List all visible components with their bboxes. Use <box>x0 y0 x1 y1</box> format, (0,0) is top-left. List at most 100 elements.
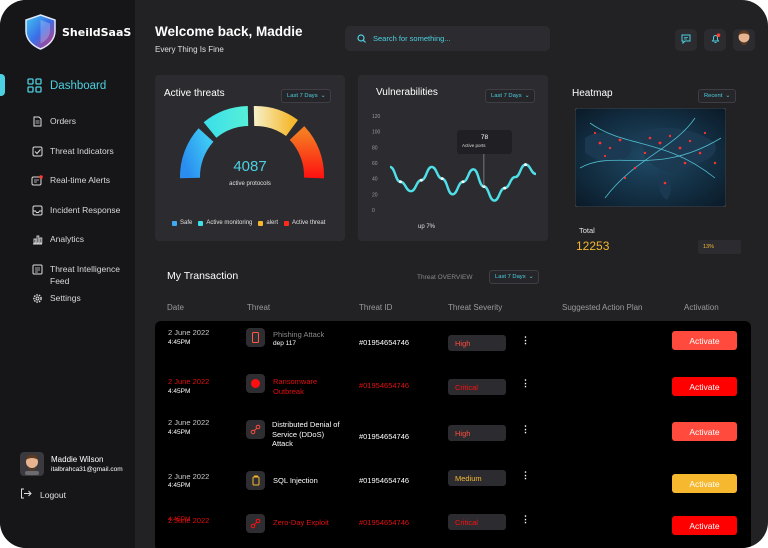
legend-item-active-monitoring: Active monitoring <box>198 220 252 226</box>
sidebar-item-settings[interactable]: Settings <box>31 292 81 304</box>
profile-avatar-button[interactable] <box>733 29 755 51</box>
data-point <box>524 163 528 167</box>
sidebar-item-real-time-alerts[interactable]: Real-time Alerts <box>31 174 110 186</box>
row-menu-icon[interactable]: ⋮ <box>521 514 530 524</box>
user-profile[interactable]: Maddie Wilson italbrahca31@gmail.com <box>20 452 123 476</box>
column-header-threat-id: Threat ID <box>359 303 393 312</box>
row-menu-icon[interactable]: ⋮ <box>521 378 530 388</box>
activate-button[interactable]: Activate <box>672 331 737 350</box>
chevron-down-icon: ⌄ <box>528 274 534 280</box>
row-menu-icon[interactable]: ⋮ <box>521 335 530 345</box>
active-threats-range-dropdown[interactable]: Last 7 Days ⌄ <box>281 89 332 103</box>
transactions-title: My Transaction <box>167 270 239 282</box>
logout-button[interactable]: Logout <box>20 488 66 501</box>
severity-badge: Critical <box>448 514 506 530</box>
avatar <box>20 452 44 476</box>
gauge-segment-alert <box>253 106 298 137</box>
search-input[interactable] <box>373 34 543 43</box>
sidebar-item-threat-indicators[interactable]: Threat Indicators <box>31 145 114 157</box>
user-email: italbrahca31@gmail.com <box>51 466 123 473</box>
row-date: 2 June 2022 <box>168 377 210 386</box>
row-time: 4:45PM <box>168 339 191 346</box>
severity-badge: High <box>448 425 506 441</box>
heatmap-title: Heatmap <box>572 88 613 99</box>
gauge-segment-monitoring <box>203 106 249 139</box>
sidebar: SheildSaaS Dashboard Orders Threat Indic… <box>0 0 135 548</box>
row-date: 2 June 2022 <box>168 418 210 427</box>
data-point <box>503 186 507 190</box>
phone-icon <box>246 328 265 347</box>
gauge-segment-safe <box>180 128 214 179</box>
messages-button[interactable] <box>675 29 697 51</box>
y-tick-label: 120 <box>372 114 381 120</box>
sidebar-item-label: Threat Intelligence Feed <box>50 264 120 286</box>
y-tick-label: 100 <box>372 130 381 136</box>
row-threat: Ransomware Outbreak <box>273 377 318 396</box>
sidebar-item-analytics[interactable]: Analytics <box>31 233 84 245</box>
logout-icon <box>20 488 32 501</box>
legend-item-active-threat: Active threat <box>284 220 325 226</box>
column-header-activation: Activation <box>684 303 719 312</box>
threat-gauge <box>180 106 325 179</box>
page-title: Welcome back, Maddie <box>155 24 303 39</box>
row-date: 2 June 2022 <box>168 516 210 525</box>
sidebar-item-label: Incident Response <box>50 205 121 215</box>
heatmap-range-dropdown[interactable]: Recent ⌄ <box>698 89 737 103</box>
row-menu-icon[interactable]: ⋮ <box>521 470 530 480</box>
vulnerabilities-footer: up 7% <box>418 224 436 230</box>
activate-button[interactable]: Activate <box>672 377 737 396</box>
data-point <box>461 180 465 184</box>
legend-item-safe: Safe <box>172 220 192 226</box>
row-threat: Phishing Attack <box>273 330 325 339</box>
sidebar-item-threat-intelligence-feed[interactable]: Threat Intelligence Feed <box>31 263 130 287</box>
logo[interactable]: SheildSaaS <box>24 14 131 50</box>
data-point <box>419 178 423 182</box>
threat-overview-link[interactable]: Threat OVERVIEW <box>417 274 473 281</box>
sidebar-item-label: Real-time Alerts <box>50 175 110 185</box>
gear-icon <box>31 292 43 304</box>
vulnerabilities-title: Vulnerabilities <box>376 87 438 98</box>
page-subtitle: Every Thing Is Fine <box>155 45 224 54</box>
active-threats-title: Active threats <box>164 88 225 99</box>
column-header-threat-severity: Threat Severity <box>448 303 503 312</box>
dropdown-label: Recent <box>704 93 723 99</box>
row-date: 2 June 2022 <box>168 328 210 337</box>
y-tick-label: 0 <box>372 208 375 214</box>
activate-button[interactable]: Activate <box>672 422 737 441</box>
row-time: 4:45PM <box>168 482 191 489</box>
row-time: 4:45PM <box>168 429 191 436</box>
sidebar-item-label: Settings <box>50 293 81 303</box>
row-threat: Zero-Day Exploit <box>273 518 329 527</box>
dropdown-label: Last 7 Days <box>495 274 526 280</box>
active-threats-legend: Safe Active monitoring alert Active thre… <box>172 220 331 226</box>
transactions-range-dropdown[interactable]: Last 7 Days ⌄ <box>489 270 540 284</box>
sidebar-item-incident-response[interactable]: Incident Response <box>31 204 120 216</box>
dashboard-grid-icon <box>27 78 42 93</box>
chevron-down-icon: ⌄ <box>524 93 530 99</box>
row-threat-id: #01954654746 <box>359 476 410 485</box>
column-header-threat: Threat <box>247 303 271 312</box>
sidebar-item-orders[interactable]: Orders <box>31 115 76 127</box>
activate-button[interactable]: Activate <box>672 516 737 535</box>
gauge-segment-threat <box>289 126 325 179</box>
activate-button[interactable]: Activate <box>672 474 737 493</box>
avatar <box>735 29 753 52</box>
chart-tooltip: 78 Active ports <box>457 130 512 154</box>
row-threat-id: #01954654746 <box>359 518 410 527</box>
row-menu-icon[interactable]: ⋮ <box>521 424 530 434</box>
sidebar-item-label: Threat Indicators <box>50 146 114 156</box>
notifications-button[interactable] <box>704 29 726 51</box>
dropdown-label: Last 7 Days <box>287 93 318 99</box>
y-tick-label: 40 <box>372 177 378 183</box>
analytics-icon <box>31 233 43 245</box>
y-tick-label: 20 <box>372 192 378 198</box>
checkbox-icon <box>31 145 43 157</box>
sidebar-item-label: Dashboard <box>50 79 107 92</box>
sidebar-item-dashboard[interactable]: Dashboard <box>27 78 106 93</box>
column-header-date: Date <box>167 303 184 312</box>
row-date: 2 June 2022 <box>168 472 210 481</box>
vulnerabilities-range-dropdown[interactable]: Last 7 Days ⌄ <box>485 89 536 103</box>
data-point <box>440 177 444 181</box>
sidebar-item-label: Analytics <box>50 234 85 244</box>
